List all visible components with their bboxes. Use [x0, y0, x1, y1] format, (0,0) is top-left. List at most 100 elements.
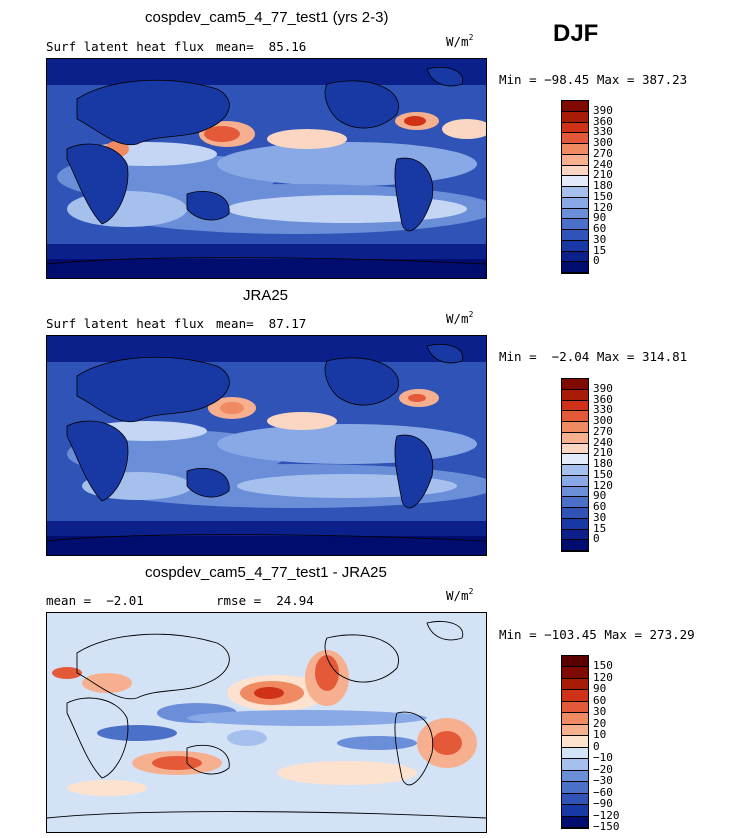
colorbar-tick-label: 150: [593, 659, 613, 673]
colorbar-swatch: [562, 187, 588, 198]
colorbar-swatch: [562, 465, 588, 476]
colorbar-swatch: [562, 144, 588, 155]
panel-1-map: [46, 58, 487, 279]
colorbar-tick-label: 0: [593, 254, 600, 268]
colorbar-tick-label: 240: [593, 435, 613, 449]
panel-1-minmax: Min = −98.45 Max = 387.23: [499, 72, 688, 87]
season-label: DJF: [553, 20, 599, 47]
panel-1-colorbar-labels: 390 360 330 300 270 240 210 180 150 120 90 60 30 15 0: [593, 100, 633, 272]
colorbar-swatch: [562, 540, 588, 551]
colorbar-tick-label: −20: [593, 762, 613, 776]
colorbar-tick-label: 60: [593, 222, 607, 235]
colorbar-tick-label: 360: [593, 392, 613, 406]
panel-2-variable-label: Surf latent heat flux: [46, 316, 205, 331]
panel-2-minmax: Min = −2.04 Max = 314.81: [499, 349, 688, 364]
colorbar-swatch: [562, 656, 588, 668]
colorbar-swatch: [562, 176, 588, 187]
panel-1-colorbar: [561, 100, 589, 274]
colorbar-swatch: [562, 793, 588, 806]
colorbar-tick-label: 10: [593, 728, 607, 742]
colorbar-swatch: [562, 782, 588, 794]
colorbar-tick-label: 30: [593, 510, 607, 524]
colorbar-swatch: [562, 379, 588, 390]
panel-2-title: JRA25: [243, 287, 289, 304]
colorbar-swatch: [562, 486, 588, 498]
colorbar-tick-label: −60: [593, 785, 613, 799]
colorbar-swatch: [562, 690, 588, 702]
colorbar-tick-label: 390: [593, 381, 613, 395]
colorbar-tick-label: 390: [593, 103, 613, 117]
colorbar-swatch: [562, 475, 588, 487]
colorbar-swatch: [562, 251, 588, 263]
colorbar-swatch: [562, 667, 588, 679]
colorbar-swatch: [562, 508, 588, 519]
colorbar-swatch: [562, 701, 588, 714]
panel-3-colorbar: [561, 655, 589, 829]
colorbar-tick-label: 15: [593, 521, 607, 535]
colorbar-tick-label: 270: [593, 146, 613, 160]
colorbar-tick-label: 30: [593, 705, 607, 719]
colorbar-swatch: [562, 454, 588, 465]
panel-2-mean: mean= 87.17: [216, 316, 307, 331]
colorbar-tick-label: −30: [593, 774, 613, 788]
colorbar-swatch: [562, 816, 588, 828]
colorbar-swatch: [562, 389, 588, 401]
colorbar-tick-label: 90: [593, 489, 607, 503]
colorbar-tick-label: 210: [593, 168, 613, 182]
colorbar-tick-label: 30: [593, 232, 607, 246]
panel-1-mean: mean= 85.16: [216, 39, 307, 54]
colorbar-tick-label: 120: [593, 670, 613, 684]
colorbar-tick-label: 20: [593, 716, 607, 730]
panel-1-title: cospdev_cam5_4_77_test1 (yrs 2-3): [145, 9, 389, 26]
colorbar-swatch: [562, 122, 588, 134]
colorbar-tick-label: 60: [593, 500, 607, 513]
panel-1-units: W/m2: [446, 33, 474, 49]
colorbar-tick-label: 180: [593, 457, 613, 470]
colorbar-swatch: [562, 197, 588, 209]
panel-1-contour-plot: [47, 59, 486, 278]
panel-1-variable-label: Surf latent heat flux: [46, 39, 205, 54]
colorbar-tick-label: −10: [593, 751, 613, 765]
panel-3-title: cospdev_cam5_4_77_test1 - JRA25: [145, 564, 387, 581]
colorbar-tick-label: 330: [593, 125, 613, 139]
colorbar-swatch: [562, 133, 588, 144]
colorbar-tick-label: −90: [593, 797, 613, 811]
panel-2-map: [46, 335, 487, 556]
colorbar-tick-label: 210: [593, 446, 613, 460]
colorbar-swatch: [562, 230, 588, 241]
colorbar-tick-label: 0: [593, 532, 600, 546]
colorbar-swatch: [562, 724, 588, 737]
panel-2-colorbar-labels: 390 360 330 300 270 240 210 180 150 120 90 60 30 15 0: [593, 378, 633, 550]
colorbar-swatch: [562, 443, 588, 455]
colorbar-swatch: [562, 805, 588, 817]
colorbar-tick-label: 60: [593, 693, 607, 707]
colorbar-tick-label: 120: [593, 200, 613, 214]
colorbar-tick-label: 90: [593, 682, 607, 696]
panel-3-rmse: rmse = 24.94: [216, 593, 314, 608]
panel-3-minmax: Min = −103.45 Max = 273.29: [499, 627, 695, 642]
panel-2-units: W/m2: [446, 310, 474, 326]
colorbar-swatch: [562, 400, 588, 412]
colorbar-tick-label: 120: [593, 478, 613, 492]
colorbar-swatch: [562, 518, 588, 530]
colorbar-tick-label: 300: [593, 414, 613, 427]
panel-3-contour-plot: [47, 613, 486, 832]
colorbar-tick-label: 0: [593, 739, 600, 753]
colorbar-swatch: [562, 432, 588, 444]
colorbar-swatch: [562, 101, 588, 112]
colorbar-swatch: [562, 262, 588, 273]
colorbar-tick-label: 150: [593, 467, 613, 481]
colorbar-swatch: [562, 747, 588, 760]
colorbar-swatch: [562, 759, 588, 771]
colorbar-swatch: [562, 678, 588, 691]
colorbar-swatch: [562, 240, 588, 252]
colorbar-swatch: [562, 219, 588, 230]
colorbar-tick-label: 15: [593, 243, 607, 257]
colorbar-swatch: [562, 411, 588, 422]
colorbar-tick-label: 90: [593, 211, 607, 225]
colorbar-swatch: [562, 713, 588, 725]
colorbar-tick-label: 330: [593, 403, 613, 417]
colorbar-swatch: [562, 154, 588, 166]
panel-3-mean: mean = −2.01: [46, 593, 144, 608]
colorbar-swatch: [562, 422, 588, 433]
